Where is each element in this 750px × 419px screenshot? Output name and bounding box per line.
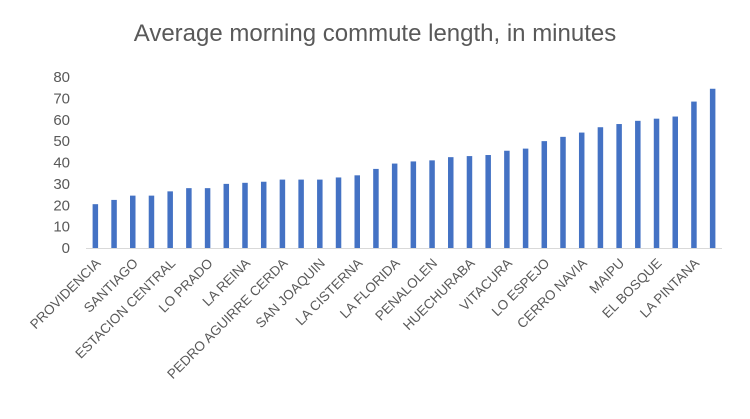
- bar: [597, 127, 604, 248]
- y-tick-label: 50: [53, 133, 70, 150]
- y-tick-label: 40: [53, 155, 70, 172]
- bar: [186, 188, 192, 248]
- bar: [635, 120, 641, 248]
- y-tick-label: 10: [53, 219, 70, 236]
- bar: [616, 124, 622, 248]
- bar: [691, 101, 697, 248]
- bar: [279, 179, 286, 248]
- bar: [204, 188, 211, 248]
- y-tick-label: 60: [53, 112, 70, 129]
- bar: [354, 175, 360, 248]
- bar: [429, 160, 435, 248]
- bar: [373, 168, 379, 248]
- bar: [298, 179, 304, 248]
- bar: [410, 161, 417, 248]
- bar: [672, 116, 678, 248]
- y-tick-label: 70: [53, 90, 70, 107]
- bar: [260, 181, 267, 248]
- bars: [92, 88, 716, 249]
- bar: [541, 141, 548, 249]
- bar: [504, 150, 510, 248]
- bar: [522, 148, 529, 248]
- bar: [560, 136, 566, 248]
- bar: [653, 118, 660, 249]
- bar: [148, 195, 155, 248]
- bar: [709, 88, 716, 248]
- chart-title: Average morning commute length, in minut…: [133, 20, 617, 47]
- bar: [466, 156, 473, 248]
- y-tick-label: 20: [53, 197, 70, 214]
- bar: [578, 132, 585, 248]
- bar: [317, 179, 323, 248]
- bar: [130, 195, 136, 248]
- x-tick-label: CERRO NAVIA: [514, 256, 590, 332]
- bar: [223, 183, 230, 249]
- bar: [111, 199, 117, 248]
- y-tick-label: 0: [62, 240, 70, 257]
- bar: [448, 157, 454, 248]
- y-tick-label: 80: [53, 69, 70, 86]
- bar: [335, 177, 342, 248]
- bar: [485, 155, 491, 248]
- bar: [167, 191, 173, 248]
- bar: [391, 163, 398, 248]
- bar: [92, 204, 99, 248]
- y-tick-label: 30: [53, 176, 70, 193]
- y-axis: 0 10 20 30 40 50 60 70 80: [53, 69, 70, 257]
- bar: [242, 182, 248, 248]
